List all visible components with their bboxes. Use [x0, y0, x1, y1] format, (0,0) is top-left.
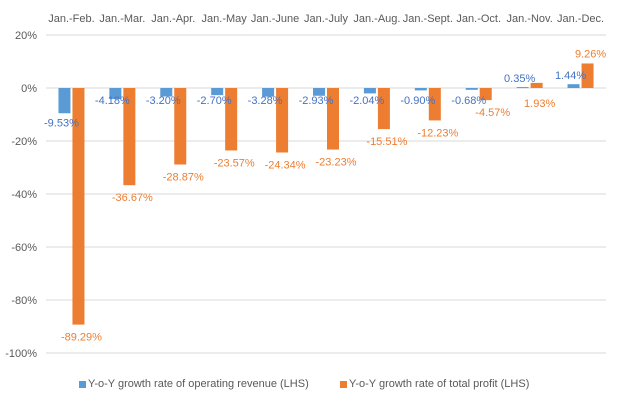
bar-revenue	[465, 88, 478, 90]
bar-revenue	[109, 88, 122, 100]
y-tick-label: -20%	[11, 136, 37, 148]
bar-profit	[377, 88, 390, 130]
data-label-profit: -23.57%	[214, 157, 255, 169]
gridlines	[46, 34, 606, 354]
data-label-revenue: -4.18%	[95, 95, 130, 107]
bar-profit	[276, 88, 289, 153]
legend-swatch-profit	[340, 380, 347, 388]
x-tick-label: Jan.-June	[251, 13, 299, 25]
bar-profit	[174, 88, 187, 165]
bar-profit	[72, 88, 85, 325]
data-labels: -9.53% -4.18% -3.20% -2.70% -3.28% -2.93% -2.0…	[44, 48, 606, 343]
data-label-revenue: 0.35%	[504, 73, 535, 85]
legend-item-revenue: Y-o-Y growth rate of operating revenue (…	[79, 378, 309, 390]
data-label-profit: -12.23%	[417, 127, 458, 139]
y-tick-label: 0%	[21, 83, 37, 95]
bar-profit	[530, 82, 543, 88]
bar-revenue	[516, 87, 529, 89]
data-label-revenue: -2.70%	[197, 95, 232, 107]
data-label-profit: -28.87%	[163, 172, 204, 184]
data-label-revenue: -0.68%	[451, 95, 486, 107]
bar-profit	[123, 88, 136, 186]
x-tick-label: Jan.-Feb.	[48, 13, 94, 25]
bar-revenue	[414, 88, 427, 91]
data-label-profit: -24.34%	[265, 160, 306, 172]
data-label-profit: -4.57%	[475, 107, 510, 119]
y-axis: 20% 0% -20% -40% -60% -80% -100%	[5, 30, 37, 360]
x-tick-label: Jan.-May	[202, 13, 248, 25]
legend-swatch-revenue	[79, 380, 86, 388]
x-tick-label: Jan.-Oct.	[456, 13, 501, 25]
y-tick-label: -80%	[11, 295, 37, 307]
data-label-profit: 1.93%	[524, 98, 555, 110]
y-tick-label: -40%	[11, 189, 37, 201]
bar-revenue	[567, 84, 580, 88]
bar-profit	[327, 88, 339, 150]
legend-label-revenue: Y-o-Y growth rate of operating revenue (…	[88, 378, 309, 390]
y-tick-label: -100%	[5, 348, 37, 360]
bar-revenue	[160, 88, 173, 97]
bar-revenue	[363, 88, 376, 94]
data-label-revenue: -9.53%	[44, 117, 79, 129]
data-label-profit: -15.51%	[366, 136, 407, 148]
y-tick-label: -60%	[11, 242, 37, 254]
bar-profit	[428, 88, 441, 121]
data-label-revenue: -2.04%	[349, 95, 384, 107]
data-label-revenue: -2.93%	[299, 95, 334, 107]
x-tick-label: Jan.-Dec.	[557, 13, 604, 25]
legend-item-profit: Y-o-Y growth rate of total profit (LHS)	[340, 378, 529, 390]
data-label-profit: -36.67%	[112, 192, 153, 204]
x-tick-label: Jan.-Sept.	[403, 13, 453, 25]
data-label-revenue: 1.44%	[555, 70, 586, 82]
bar-revenue	[211, 88, 224, 96]
y-tick-label: 20%	[15, 30, 37, 42]
bar-profit	[225, 88, 238, 151]
data-label-profit: -23.23%	[316, 157, 357, 169]
data-label-profit: -89.29%	[61, 332, 102, 344]
legend-label-profit: Y-o-Y growth rate of total profit (LHS)	[349, 378, 530, 390]
bar-revenue	[58, 88, 71, 114]
x-tick-label: Jan.-Nov.	[507, 13, 553, 25]
bar-revenue	[313, 88, 325, 96]
x-tick-label: Jan.-Apr.	[151, 13, 195, 25]
data-label-profit: 9.26%	[575, 48, 606, 60]
data-label-revenue: -3.28%	[248, 95, 283, 107]
bar-revenue	[262, 88, 275, 97]
x-tick-label: Jan.-Mar.	[99, 13, 145, 25]
data-label-revenue: -0.90%	[400, 95, 435, 107]
data-label-revenue: -3.20%	[146, 95, 181, 107]
x-axis: Jan.-Feb. Jan.-Mar. Jan.-Apr. Jan.-May Jan.-…	[48, 13, 604, 25]
bars	[58, 63, 594, 325]
bar-profit	[581, 63, 594, 88]
bar-profit	[479, 88, 492, 101]
x-tick-label: Jan.-July	[304, 13, 349, 25]
x-tick-label: Jan.-Aug.	[353, 13, 400, 25]
